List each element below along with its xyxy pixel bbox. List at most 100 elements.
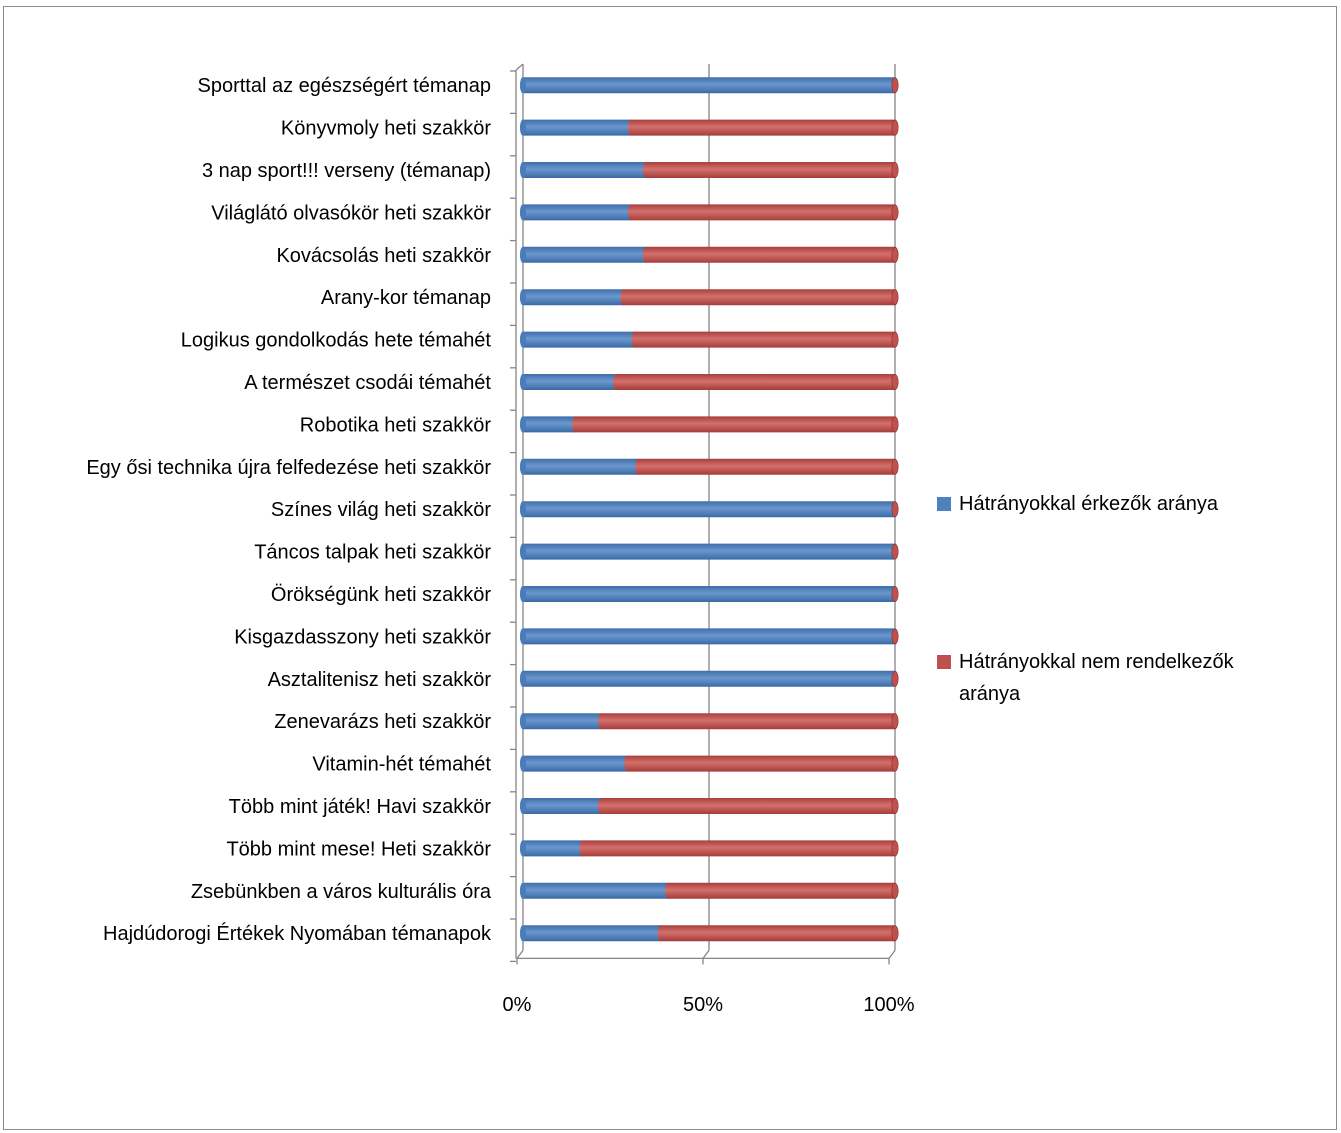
bar-segment <box>631 331 898 348</box>
category-label: Zsebünkben a város kulturális óra <box>191 881 492 903</box>
bar-end-cap <box>891 713 899 730</box>
bar-segment <box>627 119 898 136</box>
x-tick-label: 0% <box>503 994 532 1016</box>
bar-segment <box>520 755 631 772</box>
category-label: Világlátó olvasókör heti szakkör <box>211 202 491 224</box>
x-tick-label: 100% <box>863 994 914 1016</box>
bar-segment <box>520 289 627 306</box>
bar-start-cap <box>520 670 526 687</box>
bar-segment <box>520 586 898 602</box>
category-label: Hajdúdorogi Értékek Nyomában témanapok <box>103 922 492 945</box>
x-tick-label: 50% <box>683 994 723 1016</box>
category-label: Örökségünk heti szakkör <box>271 584 491 606</box>
bar-start-cap <box>520 119 526 136</box>
axes <box>510 63 890 965</box>
bar-segment <box>520 925 664 942</box>
bar-segment <box>598 713 898 730</box>
bar-segment <box>520 840 586 857</box>
bar-segment <box>520 628 898 645</box>
bar-start-cap <box>520 586 526 602</box>
category-label: Kovácsolás heti szakkör <box>276 245 491 267</box>
bar-segment <box>520 246 649 263</box>
bar-segment <box>665 882 898 899</box>
bar-segment <box>579 840 898 857</box>
x-tick-labels: 0% 50% 100% <box>503 994 915 1016</box>
gridline-floor <box>888 950 896 959</box>
category-axis-top <box>515 63 524 71</box>
bar-end-cap <box>891 416 899 433</box>
bar-end-cap <box>891 670 899 687</box>
legend-swatch <box>937 655 951 669</box>
bar-segment <box>620 289 898 306</box>
bar-segment <box>520 119 634 136</box>
category-label: Sporttal az egészségért témanap <box>197 75 491 97</box>
category-label: Több mint mese! Heti szakkör <box>226 838 491 860</box>
bar-end-cap <box>891 204 899 221</box>
bar-start-cap <box>520 713 526 730</box>
gridline-floor <box>702 950 710 959</box>
bar-start-cap <box>520 162 526 178</box>
bar-start-cap <box>520 77 526 94</box>
bar-start-cap <box>520 840 526 857</box>
bar-start-cap <box>520 543 526 560</box>
bar-segment <box>627 204 898 221</box>
bar-segment <box>520 374 619 390</box>
bar-end-cap <box>891 458 899 475</box>
bar-segment <box>624 755 898 772</box>
bar-end-cap <box>891 374 899 390</box>
bar-segment <box>657 925 898 942</box>
category-label: Robotika heti szakkör <box>300 414 492 436</box>
bar-start-cap <box>520 798 526 814</box>
bar-end-cap <box>891 162 899 178</box>
gridline-floor <box>516 950 524 959</box>
bar-segment <box>520 331 638 348</box>
category-label: Könyvmoly heti szakkör <box>281 118 491 140</box>
bar-start-cap <box>520 246 526 263</box>
category-label: Egy ősi technika újra felfedezése heti s… <box>86 457 491 479</box>
category-label: Asztalitenisz heti szakkör <box>268 669 492 691</box>
bar-end-cap <box>891 331 899 348</box>
bar-end-cap <box>891 119 899 136</box>
bar-end-cap <box>891 543 899 560</box>
bars <box>520 77 899 942</box>
bar-segment <box>520 162 649 178</box>
bar-segment <box>520 543 898 560</box>
bar-start-cap <box>520 755 526 772</box>
bar-end-cap <box>891 628 899 645</box>
category-label: Vitamin-hét témahét <box>312 754 491 776</box>
bar-end-cap <box>891 77 899 93</box>
bar-end-cap <box>891 840 899 857</box>
category-label: Színes világ heti szakkör <box>271 499 491 521</box>
bar-start-cap <box>520 416 526 433</box>
bar-end-cap <box>891 586 899 602</box>
bar-start-cap <box>520 882 526 899</box>
legend-label: aránya <box>959 683 1021 705</box>
category-label: Logikus gondolkodás hete témahét <box>181 330 492 352</box>
bar-segment <box>520 416 579 433</box>
bar-end-cap <box>891 247 899 263</box>
category-label: 3 nap sport!!! verseny (témanap) <box>202 160 491 182</box>
bar-segment <box>572 416 898 433</box>
category-label: A természet csodái témahét <box>244 372 491 394</box>
bar-start-cap <box>520 331 526 348</box>
bar-segment <box>520 670 898 687</box>
category-labels: Sporttal az egészségért témanap Könyvmoly… <box>86 75 492 945</box>
bar-start-cap <box>520 289 526 306</box>
bar-segment <box>520 882 672 899</box>
category-label: Táncos talpak heti szakkör <box>254 542 491 564</box>
bar-end-cap <box>891 501 899 518</box>
bar-segment <box>613 374 898 390</box>
bar-start-cap <box>520 458 526 475</box>
legend-label: Hátrányokkal érkezők aránya <box>959 493 1219 515</box>
bar-segment <box>635 458 898 475</box>
category-label: Kisgazdasszony heti szakkör <box>234 626 491 648</box>
bar-segment <box>598 798 898 814</box>
bar-segment <box>520 77 898 94</box>
legend-label: Hátrányokkal nem rendelkezők <box>959 651 1235 673</box>
category-label: Több mint játék! Havi szakkör <box>229 796 492 818</box>
bar-segment <box>520 458 642 475</box>
category-label: Zenevarázs heti szakkör <box>274 711 491 733</box>
bar-segment <box>520 204 634 221</box>
bar-start-cap <box>520 925 526 942</box>
